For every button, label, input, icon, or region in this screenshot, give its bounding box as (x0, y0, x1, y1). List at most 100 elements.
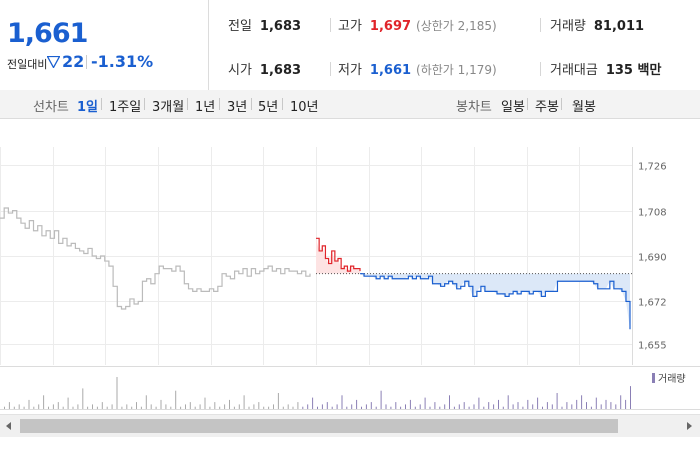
volume-bar (576, 399, 578, 409)
volume-bar (542, 406, 543, 409)
down-area-fill (360, 273, 630, 330)
period-5y-button[interactable]: 5년 (258, 100, 279, 115)
volume-bar (566, 402, 568, 409)
volume-bar (336, 404, 338, 409)
volume-bar (595, 397, 597, 409)
volume-bar (96, 406, 98, 409)
volume-bar (121, 406, 123, 409)
volume-bar (512, 404, 514, 409)
volume-bar (57, 402, 59, 409)
volume-bar (507, 395, 509, 409)
volume-bar (13, 406, 15, 409)
volume-value: 81,011 (593, 19, 645, 34)
volume-bar (532, 404, 534, 409)
monthly-candle-button[interactable]: 월봉 (572, 100, 596, 115)
volume-bar (600, 404, 602, 409)
prev-close-cell: 전일 1,683 (228, 15, 301, 34)
open-cell: 시가 1,683 (228, 59, 301, 78)
turnover-label: 거래대금 (550, 63, 598, 78)
volume-bar (586, 402, 587, 409)
weekly-candle-button[interactable]: 주봉 (535, 100, 559, 115)
volume-bar (385, 404, 387, 409)
scroll-left-icon[interactable] (2, 419, 16, 433)
volume-bar (321, 404, 323, 409)
period-1w-button[interactable]: 1주일 (109, 100, 142, 115)
change-label: 전일대비 (7, 58, 48, 71)
up-price-line (316, 237, 361, 272)
volume-bar (424, 397, 426, 409)
volume-bar (361, 406, 362, 409)
volume-bar (483, 406, 485, 409)
change-value: 22 (62, 52, 85, 71)
divider (251, 98, 252, 110)
volume-bar (312, 397, 314, 409)
volume-bar (473, 404, 475, 409)
period-3m-button[interactable]: 3개월 (152, 100, 185, 115)
scroll-right-icon[interactable] (682, 419, 696, 433)
volume-bar (273, 404, 274, 409)
volume-bar (439, 406, 441, 409)
volume-bar (561, 406, 563, 409)
period-1y-button[interactable]: 1년 (195, 100, 216, 115)
volume-bar (287, 404, 289, 409)
period-10y-button[interactable]: 10년 (290, 100, 319, 115)
volume-bar (150, 404, 152, 409)
volume-bar (8, 402, 10, 409)
y-tick-label: 1,672 (638, 298, 667, 309)
intraday-chart: 1,726 1,708 1,690 1,672 1,655 거래량 (0, 119, 700, 450)
volume-bar (77, 404, 79, 409)
divider (219, 98, 220, 110)
high-value: 1,697 (369, 19, 412, 34)
divider (187, 98, 188, 110)
volume-bar (590, 406, 592, 409)
volume-bar (341, 395, 343, 409)
volume-bar (463, 402, 465, 409)
volume-bar (277, 393, 279, 409)
volume-bar (43, 395, 45, 409)
volume-bar (209, 406, 211, 409)
volume-legend-swatch (652, 373, 655, 383)
volume-bar (502, 406, 504, 409)
turnover-value: 135 백만 (605, 63, 662, 78)
volume-bar (28, 399, 30, 409)
divider (561, 98, 562, 110)
volume-bar (625, 399, 627, 409)
down-triangle-icon (47, 56, 60, 68)
volume-bar (434, 402, 436, 409)
volume-bar (620, 395, 622, 409)
volume-bar (4, 406, 5, 409)
volume-bar (18, 404, 20, 409)
volume-bar (92, 404, 93, 409)
upper-limit: (상한가 2,185) (416, 19, 497, 33)
volume-bar (488, 402, 490, 409)
volume-bar (155, 406, 157, 409)
period-3y-button[interactable]: 3년 (227, 100, 248, 115)
divider (330, 62, 331, 76)
volume-bar (82, 388, 84, 409)
volume-bar (395, 402, 397, 409)
volume-bar (189, 402, 191, 409)
divider (330, 18, 331, 32)
volume-bar (199, 404, 201, 409)
volume-bar (551, 404, 553, 409)
turnover-cell: 거래대금 135 백만 (550, 59, 661, 78)
volume-cell: 거래량 81,011 (550, 15, 644, 34)
volume-bar (365, 404, 367, 409)
volume-bar (581, 395, 583, 409)
y-tick-label: 1,690 (638, 253, 667, 264)
volume-bar (414, 406, 416, 409)
volume-bar (517, 402, 519, 409)
volume-bar (282, 406, 284, 409)
scrollbar-thumb[interactable] (20, 419, 618, 433)
volume-bar (419, 404, 421, 409)
volume-bar (175, 390, 177, 409)
volume-bar (522, 406, 524, 409)
volume-bar (204, 397, 206, 409)
volume-bar (449, 395, 450, 409)
volume-bar (268, 406, 270, 409)
period-1d-button[interactable]: 1일 (77, 100, 99, 115)
volume-bar (136, 402, 137, 409)
volume-bar (346, 406, 348, 409)
daily-candle-button[interactable]: 일봉 (501, 100, 525, 115)
change-percent: -1.31% (91, 52, 154, 71)
